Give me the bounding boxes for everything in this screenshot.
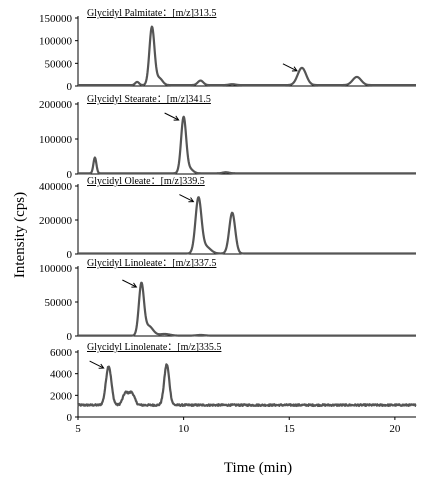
chart-panel-1: 0 50000 100000 150000 Glycidyl Palmitate：[m/… [39, 8, 417, 93]
y-axis-title: Intensity (cps) [12, 192, 28, 278]
chromatogram-trace [77, 196, 417, 255]
chart-panel-3: 0 200000 400000 Glycidyl Oleate：[m/z]339.5 [39, 176, 417, 261]
chromatogram-trace [77, 281, 417, 337]
panels-group: 0 50000 100000 150000 Glycidyl Palmitate：[m/… [39, 8, 417, 424]
y-tick-label: 150000 [39, 13, 73, 25]
arrow-head [173, 115, 180, 121]
chromatogram-trace [77, 115, 417, 175]
panel-title: Glycidyl Linoleate：[m/z]337.5 [87, 258, 216, 269]
arrow-shaft [89, 360, 104, 369]
panel-title: Glycidyl Palmitate：[m/z]313.5 [87, 8, 216, 19]
y-tick-label: 0 [67, 81, 73, 93]
peak-arrow [122, 279, 138, 288]
y-tick-label: 6000 [50, 347, 73, 359]
arrow-shaft [179, 194, 194, 203]
y-tick-label: 50000 [45, 297, 73, 309]
y-tick-label: 200000 [39, 215, 73, 227]
arrow-shaft [282, 63, 298, 72]
y-tick-label: 400000 [39, 181, 73, 193]
arrow-shaft [122, 279, 137, 288]
y-tick-label: 100000 [39, 36, 73, 48]
x-tick-label: 20 [389, 423, 401, 435]
y-tick-label: 2000 [50, 390, 73, 402]
x-tick-label: 5 [75, 423, 81, 435]
arrow-shaft [164, 112, 179, 121]
arrow-head [131, 282, 138, 288]
chart-panel-5: 0 2000 4000 6000 Glycidyl Linolenate：[m/z]33… [50, 342, 417, 424]
arrow-head [98, 363, 105, 369]
peak-arrow [179, 194, 195, 203]
panel-title: Glycidyl Oleate：[m/z]339.5 [87, 176, 205, 187]
y-tick-label: 200000 [39, 99, 73, 111]
chromatogram-trace [77, 25, 417, 87]
x-tick-label: 10 [178, 423, 190, 435]
chromatogram-trace [77, 363, 417, 408]
y-tick-label: 100000 [39, 134, 73, 146]
y-tick-label: 50000 [45, 58, 73, 70]
y-tick-label: 0 [67, 412, 73, 424]
x-axis-title: Time (min) [224, 460, 292, 476]
y-tick-label: 100000 [39, 263, 73, 275]
arrow-head [188, 197, 195, 203]
y-tick-label: 0 [67, 249, 73, 261]
chart-panel-2: 0 100000 200000 Glycidyl Stearate：[m/z]341.… [39, 94, 417, 181]
x-tick-label: 15 [284, 423, 296, 435]
peak-arrow [164, 112, 180, 121]
y-tick-label: 0 [67, 169, 73, 181]
peak-arrow [89, 360, 105, 369]
arrow-head [291, 66, 298, 72]
y-tick-label: 0 [67, 331, 73, 343]
x-axis: 5 10 15 20 [75, 417, 401, 435]
panel-title: Glycidyl Linolenate：[m/z]335.5 [87, 342, 221, 353]
y-tick-label: 4000 [50, 369, 73, 381]
peak-arrow [282, 63, 298, 72]
panel-title: Glycidyl Stearate：[m/z]341.5 [87, 94, 211, 105]
chart-panel-4: 0 50000 100000 Glycidyl Linoleate：[m/z]337.… [39, 258, 417, 343]
